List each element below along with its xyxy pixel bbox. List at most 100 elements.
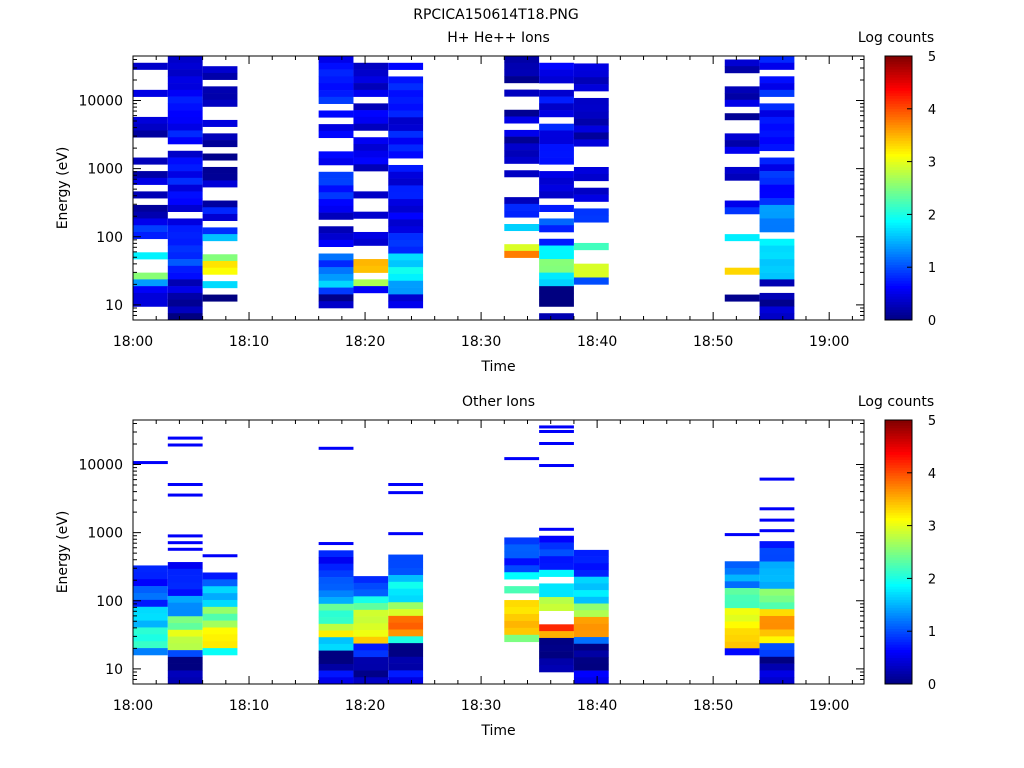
colorbar-step	[885, 475, 912, 479]
energy-bin	[573, 663, 609, 671]
energy-bin	[133, 232, 168, 240]
energy-bin	[353, 582, 389, 590]
colorbar-step	[885, 238, 912, 242]
energy-bin	[167, 286, 203, 294]
colorbar-step	[885, 486, 912, 490]
colorbar-step	[885, 581, 912, 585]
colorbar-step	[885, 190, 912, 194]
colorbar-step	[885, 230, 912, 234]
energy-line	[759, 529, 795, 533]
energy-bin	[573, 104, 609, 113]
energy-bin	[318, 610, 354, 618]
time-column	[167, 56, 203, 321]
energy-bin	[539, 637, 574, 646]
colorbar-step	[885, 676, 912, 680]
energy-bin	[388, 260, 424, 268]
energy-bin	[388, 185, 424, 193]
energy-bin	[167, 609, 203, 617]
energy-bin	[759, 238, 795, 246]
y-tick-label: 1000	[87, 526, 123, 542]
colorbar-step	[885, 628, 912, 632]
colorbar-step	[885, 224, 912, 228]
colorbar-step	[885, 92, 912, 96]
colorbar-step	[885, 668, 912, 672]
energy-bin	[759, 123, 795, 131]
energy-bin	[539, 569, 574, 577]
energy-bin	[759, 265, 795, 273]
energy-bin	[133, 218, 168, 226]
time-column	[133, 62, 168, 307]
colorbar-step	[885, 177, 912, 181]
energy-bin	[318, 663, 354, 671]
y-tick-label: 10	[105, 298, 123, 314]
colorbar-step	[885, 441, 912, 445]
y-tick-label: 100	[96, 230, 123, 246]
colorbar-step	[885, 298, 912, 302]
colorbar-step	[885, 678, 912, 682]
energy-bin	[759, 581, 795, 590]
colorbar-tick-label: 3	[928, 156, 936, 171]
colorbar-step	[885, 166, 912, 170]
energy-bin	[504, 143, 540, 151]
energy-bin	[167, 272, 203, 280]
energy-bin	[388, 83, 424, 91]
energy-bin	[504, 634, 540, 643]
energy-bin	[202, 572, 238, 580]
figure-title: RPCICA150614T18.PNG	[413, 7, 578, 23]
energy-bin	[318, 171, 354, 179]
energy-bin	[724, 594, 760, 602]
colorbar-tick-label: 4	[928, 467, 936, 482]
colorbar-tick-label: 0	[928, 314, 936, 329]
energy-bin	[318, 233, 354, 241]
energy-bin	[353, 663, 389, 671]
colorbar-step	[885, 261, 912, 265]
colorbar: 0 1 2 3 4 5 Log counts	[858, 30, 936, 329]
x-axis: 18:00 18:10 18:20 18:30 18:40 18:50 19:00 Time	[113, 420, 853, 739]
energy-bin	[539, 313, 574, 321]
y-tick-label: 10	[105, 662, 123, 678]
colorbar-step	[885, 272, 912, 276]
colorbar-step	[885, 301, 912, 305]
energy-bin	[388, 226, 424, 234]
energy-bin	[724, 166, 760, 174]
colorbar-step	[885, 573, 912, 577]
energy-bin	[388, 219, 424, 227]
colorbar-step	[885, 306, 912, 310]
energy-bin	[539, 299, 574, 307]
colorbar-step	[885, 251, 912, 255]
energy-bin	[573, 623, 609, 631]
energy-bin	[353, 69, 389, 77]
energy-bin	[539, 549, 574, 557]
energy-bin	[573, 111, 609, 119]
colorbar-step	[885, 63, 912, 67]
energy-bin	[573, 242, 609, 251]
x-tick-label: 18:40	[577, 698, 617, 714]
energy-bin	[388, 110, 424, 118]
colorbar-step	[885, 623, 912, 627]
energy-bin	[167, 643, 203, 651]
energy-bin	[573, 270, 609, 278]
energy-bin	[539, 644, 574, 652]
energy-bin	[318, 267, 354, 275]
energy-bin	[167, 130, 203, 138]
energy-bin	[353, 89, 389, 97]
energy-bin	[724, 581, 760, 589]
energy-bin	[353, 103, 389, 111]
spectrogram-cells	[133, 56, 795, 321]
colorbar-step	[885, 522, 912, 526]
colorbar-step	[885, 433, 912, 437]
energy-bin	[133, 211, 168, 219]
energy-bin	[167, 191, 203, 199]
energy-bin	[167, 252, 203, 260]
energy-bin	[504, 136, 540, 144]
energy-bin	[504, 170, 540, 178]
colorbar-step	[885, 103, 912, 107]
energy-bin	[724, 113, 760, 121]
energy-bin	[167, 198, 203, 206]
energy-bin	[388, 96, 424, 104]
energy-bin	[318, 577, 354, 585]
x-tick-label: 18:10	[229, 698, 269, 714]
energy-line	[388, 483, 424, 487]
colorbar-step	[885, 528, 912, 532]
